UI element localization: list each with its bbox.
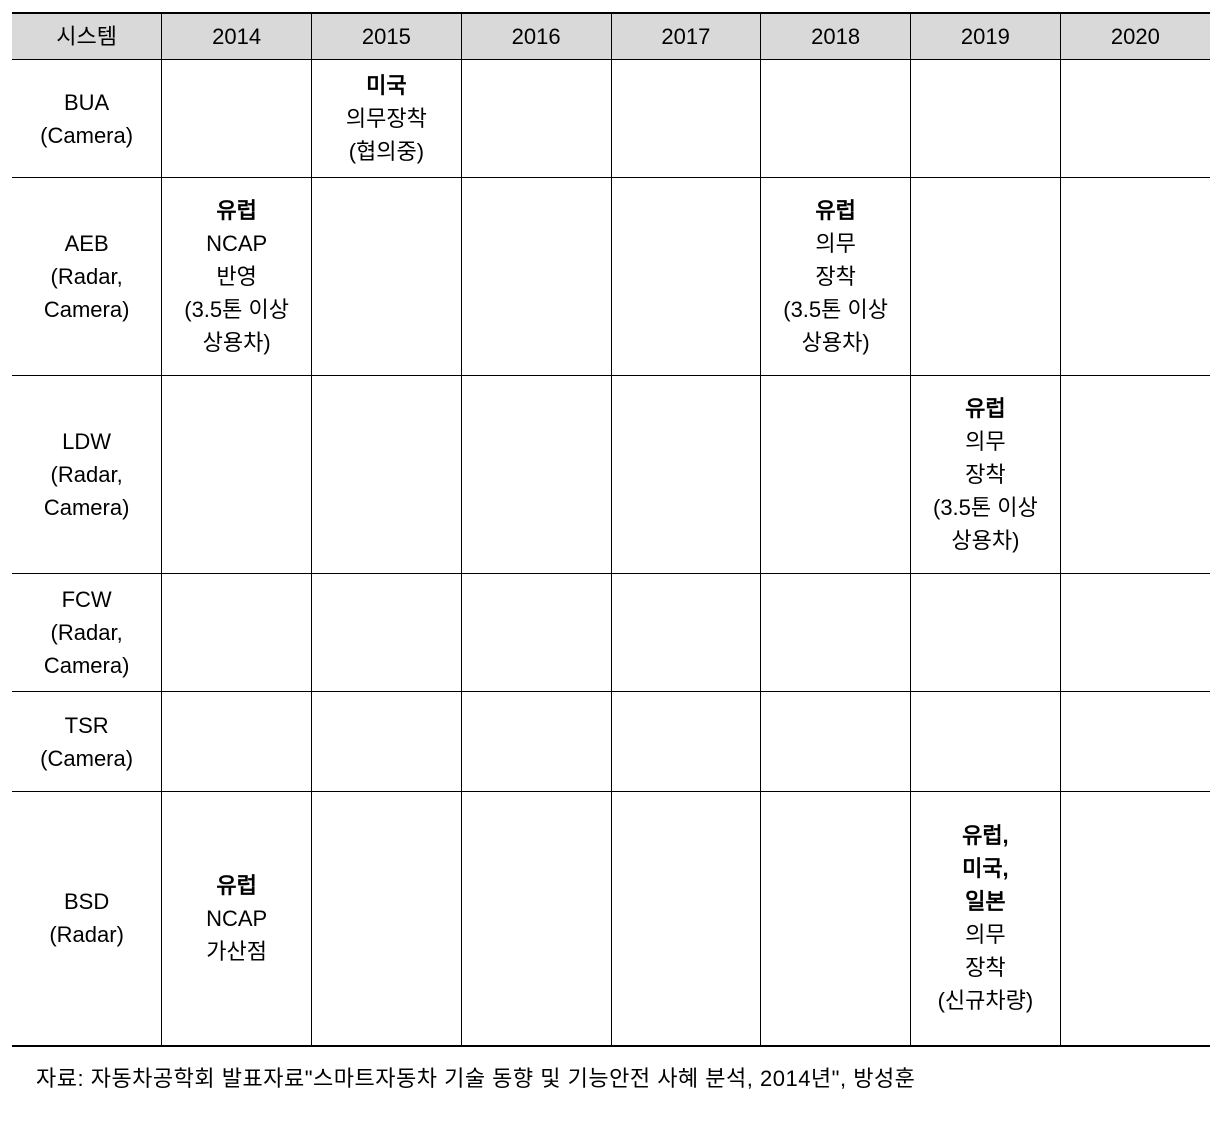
header-2016: 2016 — [461, 13, 611, 60]
header-2014: 2014 — [162, 13, 312, 60]
year-cell — [761, 60, 911, 178]
header-2015: 2015 — [312, 13, 462, 60]
year-cell — [911, 178, 1061, 376]
header-system: 시스템 — [12, 13, 162, 60]
table-body: BUA(Camera)미국의무장착(협의중)AEB(Radar,Camera)유… — [12, 60, 1210, 1046]
year-cell: 유럽NCAP가산점 — [162, 792, 312, 1046]
year-cell — [761, 792, 911, 1046]
system-cell: BSD(Radar) — [12, 792, 162, 1046]
header-2020: 2020 — [1060, 13, 1210, 60]
table-row: BSD(Radar)유럽NCAP가산점 유럽,미국,일본의무장착(신규차량) — [12, 792, 1210, 1046]
year-cell — [461, 376, 611, 574]
year-cell — [611, 692, 761, 792]
year-cell — [611, 178, 761, 376]
year-cell — [162, 376, 312, 574]
year-cell — [312, 178, 462, 376]
year-cell — [461, 792, 611, 1046]
year-cell — [611, 574, 761, 692]
system-cell: TSR(Camera) — [12, 692, 162, 792]
header-2018: 2018 — [761, 13, 911, 60]
year-cell — [162, 692, 312, 792]
year-cell: 유럽의무장착(3.5톤 이상상용차) — [911, 376, 1061, 574]
year-cell: 유럽NCAP반영(3.5톤 이상상용차) — [162, 178, 312, 376]
year-cell — [312, 574, 462, 692]
system-cell: FCW(Radar,Camera) — [12, 574, 162, 692]
table-row: LDW(Radar,Camera) 유럽의무장착(3.5톤 이상상용차) — [12, 376, 1210, 574]
year-cell — [611, 376, 761, 574]
year-cell — [312, 692, 462, 792]
year-cell — [461, 692, 611, 792]
year-cell: 미국의무장착(협의중) — [312, 60, 462, 178]
year-cell — [761, 376, 911, 574]
header-2019: 2019 — [911, 13, 1061, 60]
year-cell — [162, 60, 312, 178]
year-cell: 유럽의무장착(3.5톤 이상상용차) — [761, 178, 911, 376]
system-cell: AEB(Radar,Camera) — [12, 178, 162, 376]
year-cell — [911, 60, 1061, 178]
year-cell — [761, 574, 911, 692]
year-cell — [1060, 792, 1210, 1046]
year-cell — [1060, 574, 1210, 692]
year-cell — [911, 574, 1061, 692]
system-cell: LDW(Radar,Camera) — [12, 376, 162, 574]
year-cell — [1060, 376, 1210, 574]
year-cell — [1060, 178, 1210, 376]
year-cell — [761, 692, 911, 792]
table-row: FCW(Radar,Camera) — [12, 574, 1210, 692]
header-2017: 2017 — [611, 13, 761, 60]
year-cell — [162, 574, 312, 692]
table-header-row: 시스템 2014 2015 2016 2017 2018 2019 2020 — [12, 13, 1210, 60]
year-cell — [312, 792, 462, 1046]
year-cell — [611, 60, 761, 178]
source-citation: 자료: 자동차공학회 발표자료"스마트자동차 기술 동향 및 기능안전 사혜 분… — [12, 1061, 1210, 1093]
year-cell — [461, 574, 611, 692]
year-cell — [911, 692, 1061, 792]
year-cell — [1060, 692, 1210, 792]
year-cell — [312, 376, 462, 574]
table-row: BUA(Camera) 미국의무장착(협의중) — [12, 60, 1210, 178]
year-cell — [1060, 60, 1210, 178]
adas-regulation-table: 시스템 2014 2015 2016 2017 2018 2019 2020 B… — [12, 12, 1210, 1047]
system-cell: BUA(Camera) — [12, 60, 162, 178]
year-cell — [611, 792, 761, 1046]
table-row: TSR(Camera) — [12, 692, 1210, 792]
year-cell: 유럽,미국,일본의무장착(신규차량) — [911, 792, 1061, 1046]
year-cell — [461, 60, 611, 178]
table-row: AEB(Radar,Camera)유럽NCAP반영(3.5톤 이상상용차) 유럽의… — [12, 178, 1210, 376]
year-cell — [461, 178, 611, 376]
